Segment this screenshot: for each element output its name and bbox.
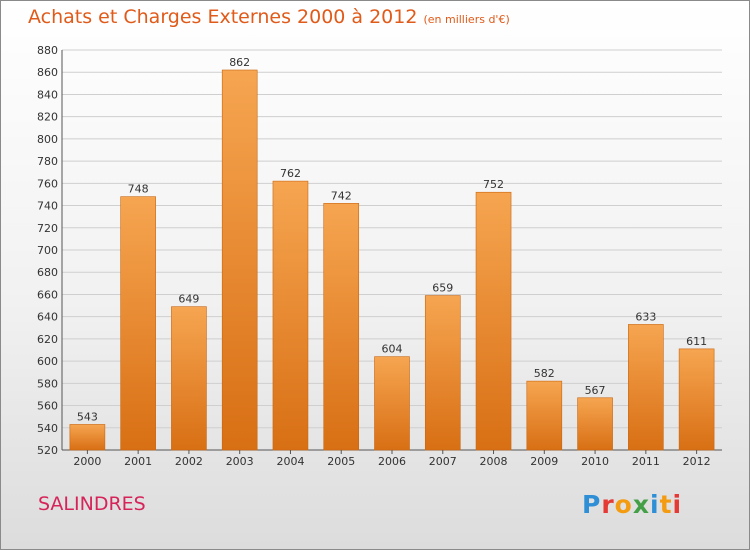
logo-letter: P <box>582 490 602 519</box>
y-tick-label: 580 <box>37 377 58 390</box>
y-tick-label: 800 <box>37 133 58 146</box>
title-text: Achats et Charges Externes 2000 à 2012 <box>28 6 418 28</box>
data-label: 604 <box>382 343 403 356</box>
x-tick-label: 2008 <box>480 455 508 468</box>
data-label: 752 <box>483 178 504 191</box>
x-tick-label: 2004 <box>276 455 304 468</box>
x-tick-label: 2006 <box>378 455 406 468</box>
bar <box>171 306 207 451</box>
bar <box>475 191 512 451</box>
logo-letter: i <box>672 490 683 519</box>
bar <box>374 356 410 451</box>
bar <box>526 380 563 451</box>
y-tick-label: 840 <box>37 88 58 101</box>
logo-letter: i <box>650 490 660 519</box>
data-label: 611 <box>686 335 707 348</box>
x-tick-label: 2002 <box>175 455 203 468</box>
data-label: 762 <box>280 167 301 180</box>
bar <box>120 196 156 451</box>
y-tick-label: 740 <box>37 200 58 213</box>
data-label: 742 <box>331 189 352 202</box>
y-tick-label: 600 <box>37 355 58 368</box>
y-tick-label: 720 <box>37 222 58 235</box>
bar <box>221 69 258 451</box>
y-tick-label: 860 <box>37 66 58 79</box>
commune-name: SALINDRES <box>38 493 146 515</box>
data-label: 659 <box>432 282 453 295</box>
data-label: 582 <box>534 367 555 380</box>
y-tick-label: 620 <box>37 333 58 346</box>
y-tick-label: 880 <box>37 44 58 57</box>
bar <box>628 324 664 451</box>
x-tick-label: 2001 <box>124 455 152 468</box>
x-tick-label: 2011 <box>632 455 660 468</box>
bar <box>323 203 360 451</box>
bar <box>577 397 613 451</box>
data-label: 567 <box>585 384 606 397</box>
bar <box>69 424 106 451</box>
logo-letter: o <box>614 490 633 519</box>
x-tick-label: 2010 <box>581 455 609 468</box>
x-tick-label: 2003 <box>226 455 254 468</box>
y-tick-label: 520 <box>37 444 58 457</box>
bar <box>424 295 461 451</box>
x-tick-label: 2012 <box>683 455 711 468</box>
data-label: 633 <box>635 310 656 323</box>
bar <box>272 180 309 451</box>
data-label: 748 <box>128 183 149 196</box>
chart-title: Achats et Charges Externes 2000 à 2012 (e… <box>28 6 510 28</box>
y-tick-label: 780 <box>37 155 58 168</box>
data-label: 862 <box>229 56 250 69</box>
bar <box>678 348 715 451</box>
x-tick-label: 2005 <box>327 455 355 468</box>
x-tick-label: 2007 <box>429 455 457 468</box>
chart-subtitle: (en milliers d'€) <box>423 13 510 26</box>
y-tick-label: 680 <box>37 266 58 279</box>
logo-letter: r <box>601 490 615 519</box>
y-tick-label: 760 <box>37 177 58 190</box>
y-tick-label: 660 <box>37 288 58 301</box>
logo-letter: x <box>632 490 650 519</box>
data-label: 543 <box>77 410 98 423</box>
y-tick-label: 560 <box>37 400 58 413</box>
data-label: 649 <box>178 293 199 306</box>
y-tick-label: 820 <box>37 111 58 124</box>
x-tick-label: 2000 <box>73 455 101 468</box>
y-tick-label: 540 <box>37 422 58 435</box>
y-tick-label: 700 <box>37 244 58 257</box>
logo-letter: t <box>659 490 673 519</box>
x-tick-label: 2009 <box>530 455 558 468</box>
y-tick-label: 640 <box>37 311 58 324</box>
proxiti-logo: Proxiti <box>582 490 682 519</box>
